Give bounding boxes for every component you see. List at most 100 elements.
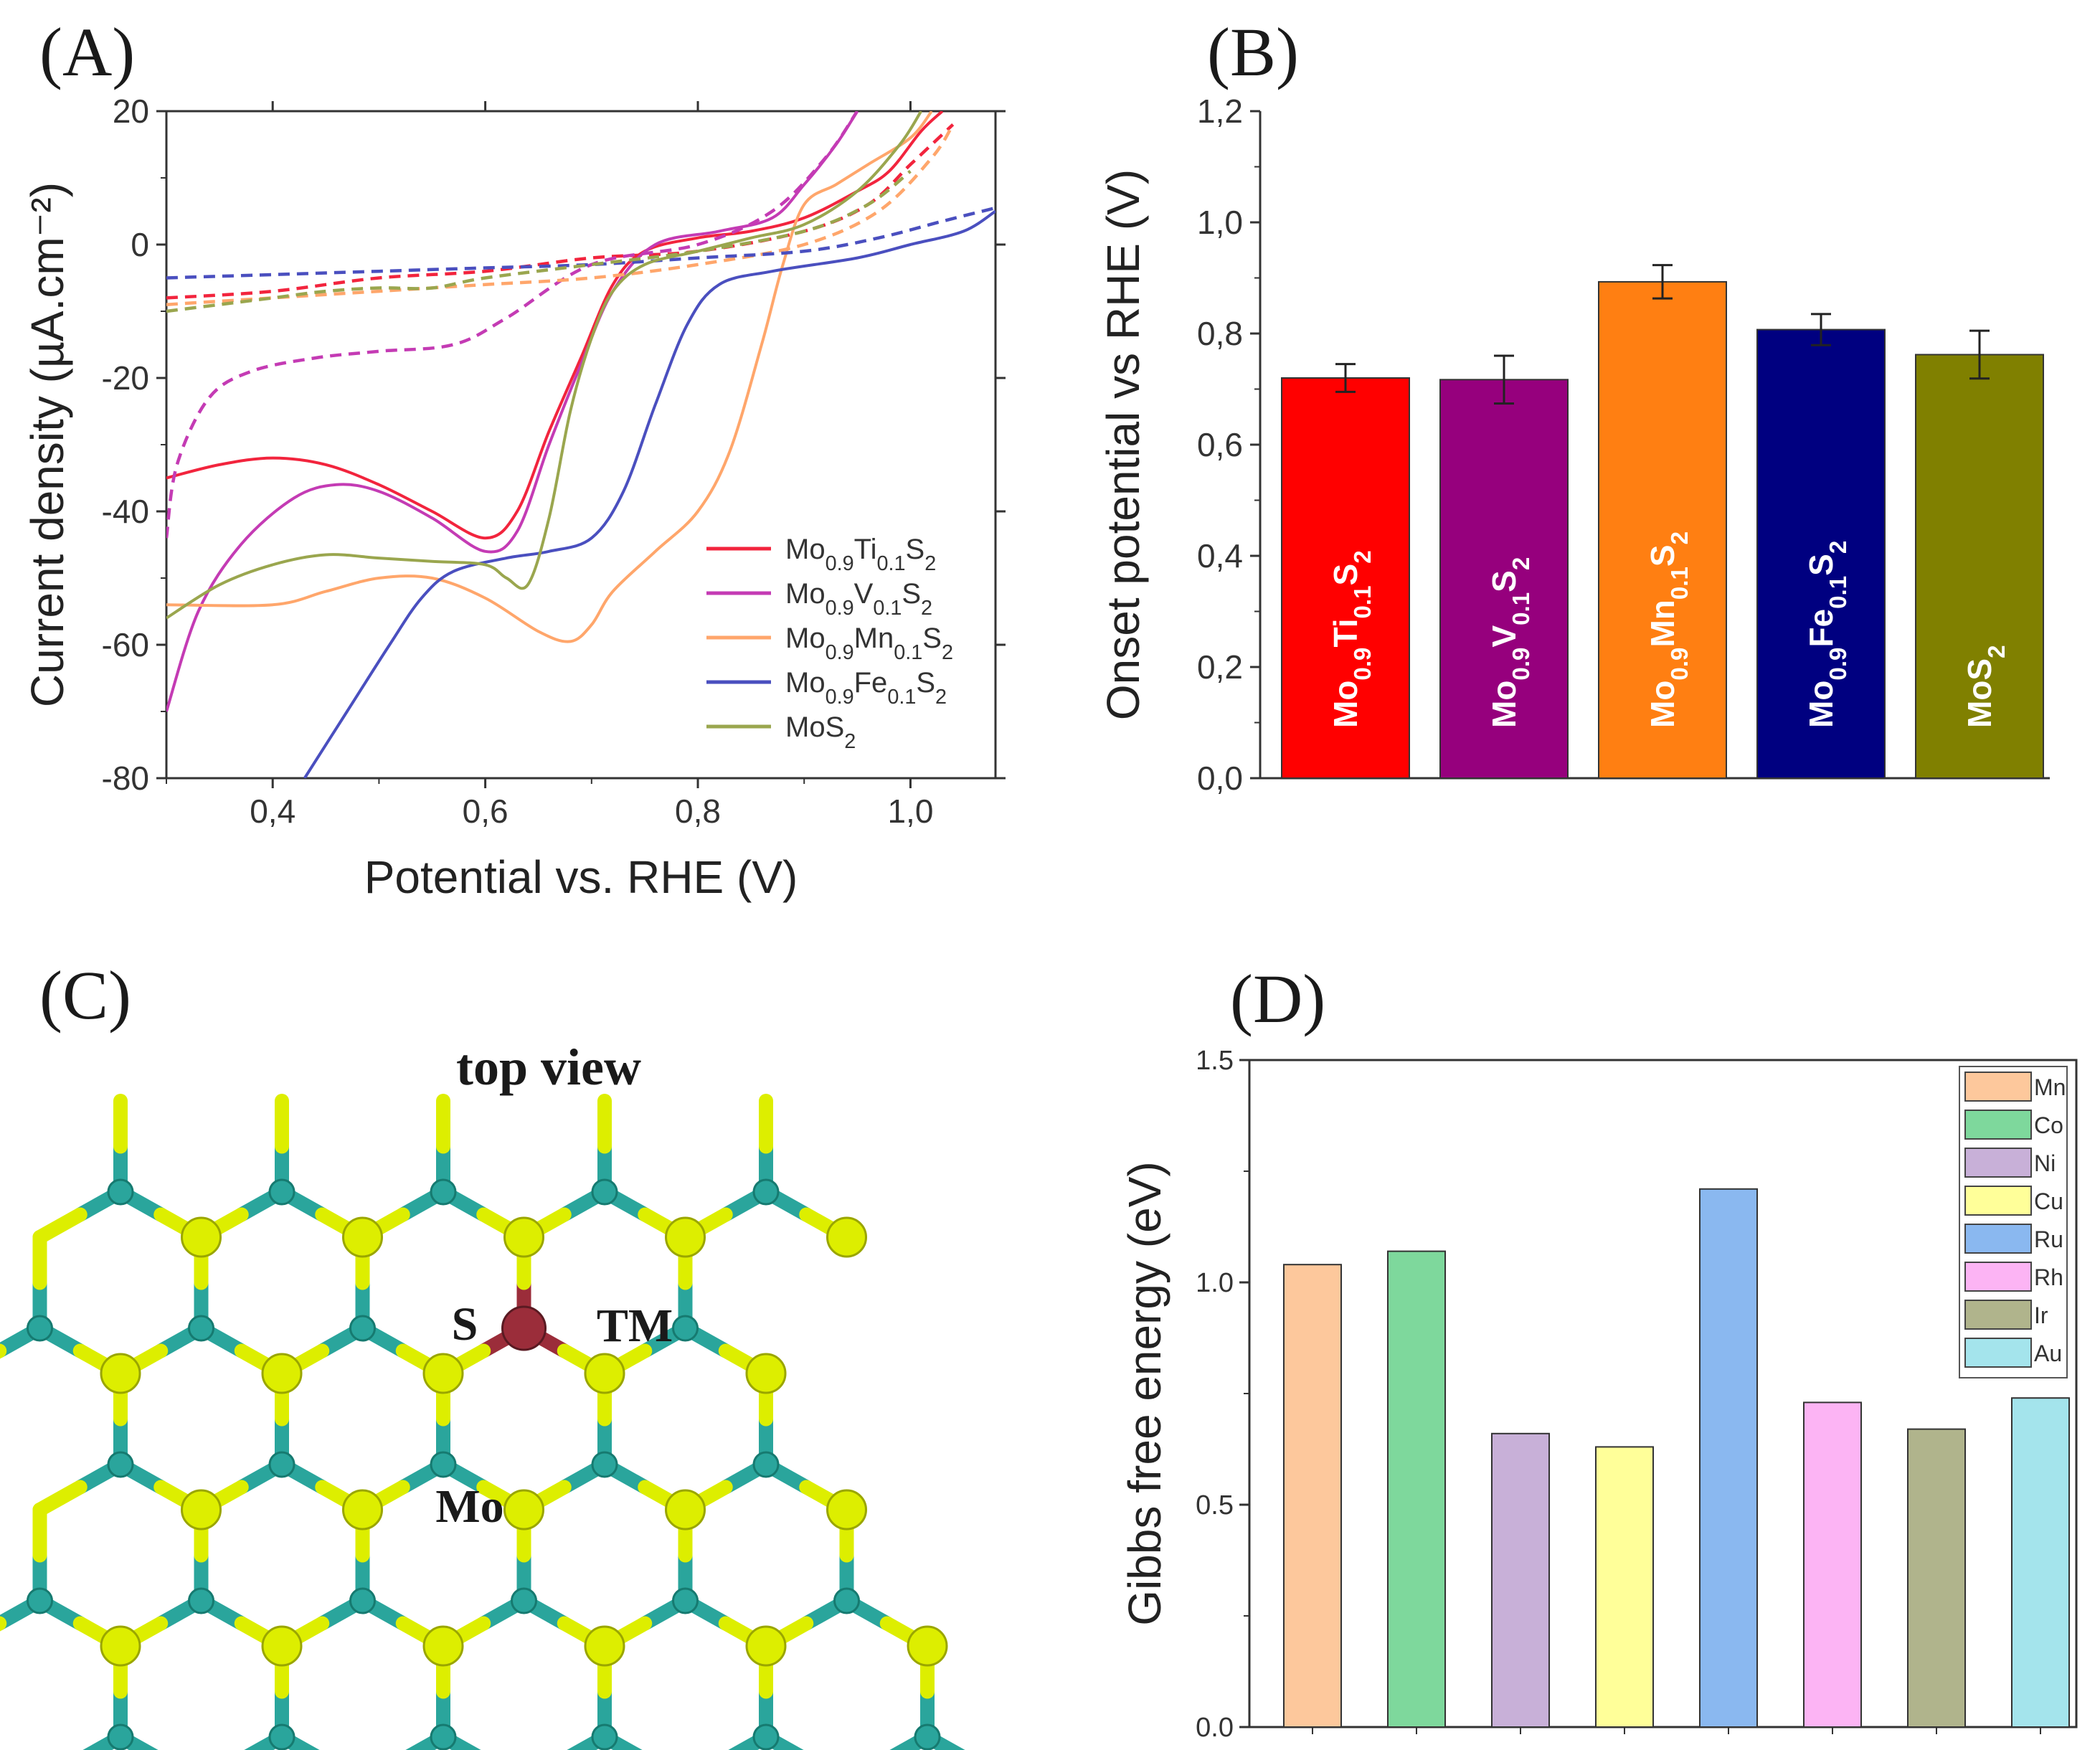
y-axis-title: Onset potential vs RHE (V) [1097, 169, 1149, 720]
legend-entry-part: 0.1 [887, 686, 916, 709]
legend-entry-part: Mo [785, 578, 826, 610]
panel-label-b: (B) [1207, 14, 1299, 90]
sulfur-atom [261, 1625, 303, 1667]
molybdenum-atom [752, 1178, 780, 1206]
series-solid-line [166, 111, 922, 620]
y-axis-title: Gibbs free energy (eV) [1119, 1161, 1170, 1625]
molybdenum-atom [430, 1723, 457, 1750]
bar [1283, 1264, 1342, 1728]
bar-label: Mo0.9Fe0.1S2 [1802, 541, 1852, 728]
bar-label-part: 0.9 [1667, 648, 1693, 681]
y-tick-label: -80 [102, 760, 149, 797]
sulfur-atom [100, 1353, 141, 1394]
panel-b-chart: 0,0 0,2 0,4 0,6 0,8 1,0 1,2 Onset potential vs … [1097, 93, 2050, 797]
series-dashed-line [166, 123, 955, 306]
series-dashed-line [166, 111, 859, 539]
legend-entry: Ru [2034, 1226, 2063, 1252]
molybdenum-atom [27, 1315, 53, 1342]
y-tick-label: -20 [102, 359, 149, 397]
bar-label-part: 0.9 [1350, 648, 1376, 681]
legend-entry-part: S [922, 623, 942, 654]
legend-entry-part: S [916, 667, 935, 699]
sulfur-atom [584, 1625, 625, 1667]
bar-label: Mo0.9Mn0.1S2 [1644, 531, 1693, 728]
bar-label-part: 2 [1984, 645, 2010, 658]
sulfur-atom [907, 1625, 948, 1667]
bar-label-part: MoS [1961, 658, 1998, 728]
molybdenum-atom [107, 1451, 134, 1478]
molybdenum-atom [591, 1451, 618, 1478]
y-tick-label: -60 [102, 626, 149, 663]
sulfur-atom [100, 1625, 141, 1667]
sulfur-atom [745, 1353, 787, 1394]
sulfur-atom [342, 1489, 383, 1531]
bar-label-part: Fe [1802, 609, 1840, 648]
bar [1907, 1428, 1966, 1728]
series-solid-line [166, 111, 859, 712]
bond-sulfur-half [32, 1480, 88, 1517]
legend-entry: Mo0.9V0.1S2 [785, 578, 932, 620]
legend-swatch [1964, 1148, 2032, 1178]
bar-label-part: S [1644, 544, 1681, 567]
bar-label-part: Mo [1802, 681, 1840, 728]
y-tick-label: 0.5 [1196, 1490, 1234, 1520]
molybdenum-atom [188, 1315, 214, 1342]
label-s: S [452, 1298, 478, 1351]
panel-c-structure: top view S TM Mo [0, 1039, 965, 1750]
sulfur-atom [826, 1489, 867, 1531]
molybdenum-atom [27, 1587, 53, 1614]
bond-sulfur-half [32, 1207, 88, 1244]
bar [1803, 1401, 1862, 1728]
panel-a-chart: 20 0 -20 -40 -60 -80 0,4 0,6 0,8 1,0 Potential vs.… [22, 93, 1006, 903]
molybdenum-atom [914, 1723, 941, 1750]
sulfur-atom [181, 1216, 222, 1258]
molybdenum-atom [188, 1587, 214, 1614]
legend-entry-part: 2 [935, 686, 947, 709]
sulfur-atom [503, 1216, 544, 1258]
y-tick-label: 0,8 [1197, 315, 1243, 352]
legend-entry-part: V [854, 578, 874, 610]
bar-label: Mo0.9Ti0.1S2 [1327, 550, 1376, 728]
bar [2011, 1397, 2070, 1728]
legend-swatch [1964, 1338, 2032, 1368]
legend-entry-part: 0.9 [826, 552, 854, 575]
legend-entry-part: S [906, 534, 925, 565]
legend-entry-part: Mo [785, 667, 826, 699]
sulfur-atom [826, 1216, 867, 1258]
bar [1387, 1250, 1446, 1728]
x-axis-title: Potential vs. RHE (V) [364, 851, 798, 903]
bar-label-part: 2 [1350, 550, 1376, 563]
bar-label-part: S [1327, 564, 1364, 586]
x-tick-label: 0,8 [675, 793, 721, 830]
y-tick-label: 0,2 [1197, 648, 1243, 686]
bar-label-part: S [1485, 570, 1523, 592]
molybdenum-atom [107, 1723, 134, 1750]
legend-swatch [1964, 1072, 2032, 1102]
panel-label-a: (A) [39, 14, 135, 90]
legend-entry: Mo0.9Fe0.1S2 [785, 667, 947, 709]
legend-swatch [1964, 1186, 2032, 1216]
molybdenum-atom [349, 1587, 376, 1614]
sulfur-atom [745, 1625, 787, 1667]
legend-entry-part: Mo [785, 534, 826, 565]
bar-label-part: Mo [1327, 681, 1364, 728]
legend-entry: Mo0.9Ti0.1S2 [785, 534, 936, 575]
bar [1598, 280, 1727, 779]
molybdenum-atom [268, 1723, 295, 1750]
bar [1915, 354, 2044, 779]
sulfur-atom [181, 1489, 222, 1531]
sulfur-atom [665, 1489, 706, 1531]
y-tick-label: 1,2 [1197, 93, 1243, 130]
series-dashed-line [166, 169, 912, 313]
series-dashed-line [166, 123, 955, 300]
legend-entry-part: Mn [854, 623, 894, 654]
molybdenum-atom [268, 1178, 295, 1206]
series-solid-line [166, 111, 933, 643]
molybdenum-atom [833, 1587, 860, 1614]
bar-label-part: S [1802, 554, 1840, 576]
legend-entry-part: 0.9 [826, 641, 854, 664]
bar [1439, 379, 1569, 779]
molybdenum-atom [752, 1451, 780, 1478]
sulfur-atom [503, 1489, 544, 1531]
molybdenum-atom [430, 1178, 457, 1206]
